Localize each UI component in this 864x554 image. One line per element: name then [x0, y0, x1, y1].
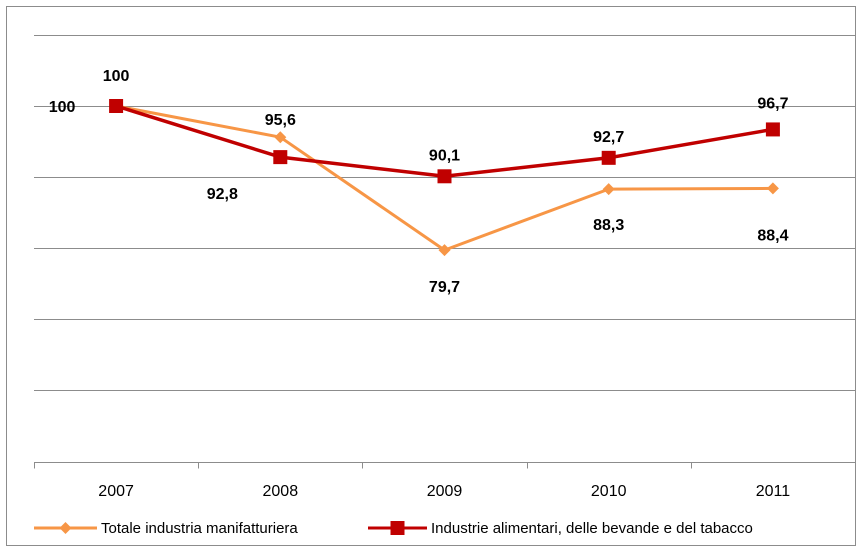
x-tick-label: 2007	[98, 483, 134, 500]
legend-marker-diamond	[59, 522, 72, 534]
legend-label: Industrie alimentari, delle bevande e de…	[431, 520, 753, 537]
data-label: 96,7	[757, 95, 788, 112]
series-layer	[109, 99, 780, 257]
data-point-square	[765, 122, 780, 137]
data-point-diamond	[438, 244, 451, 257]
chart-frame	[6, 6, 856, 546]
data-labels: 100 95,6 79,7 88,3 88,4 100 92,8 90,1 92,7 96,7	[49, 68, 789, 296]
x-tick-label: 2009	[427, 483, 463, 500]
x-tick-label: 2010	[591, 483, 627, 500]
data-label: 88,4	[757, 227, 788, 244]
data-point-square	[109, 99, 124, 113]
data-label: 88,3	[593, 217, 624, 234]
data-point-square	[273, 150, 288, 165]
x-tick-label: 2008	[263, 483, 299, 500]
series-line-1	[115, 104, 774, 179]
legend: Totale industria manifatturiera Industrie…	[34, 520, 753, 537]
data-label: 90,1	[429, 147, 460, 164]
x-axis: 2007 2008 2009 2010 2011	[34, 462, 856, 500]
data-label: 95,6	[265, 112, 296, 129]
data-label: 100	[49, 99, 76, 116]
data-point-diamond	[602, 183, 615, 196]
data-point-square	[601, 150, 616, 165]
data-label: 92,8	[207, 186, 238, 203]
data-label: 100	[103, 68, 130, 85]
grid-layer	[34, 35, 855, 391]
data-point-square	[437, 169, 452, 184]
x-tick-label: 2011	[756, 483, 791, 500]
legend-item-1: Industrie alimentari, delle bevande e de…	[368, 520, 753, 537]
legend-marker-square	[390, 521, 405, 535]
data-point-diamond	[274, 131, 287, 144]
legend-label: Totale industria manifatturiera	[101, 520, 298, 537]
data-label: 92,7	[593, 129, 624, 146]
legend-item-0: Totale industria manifatturiera	[34, 520, 298, 537]
data-point-diamond	[766, 182, 779, 195]
data-label: 79,7	[429, 279, 460, 296]
